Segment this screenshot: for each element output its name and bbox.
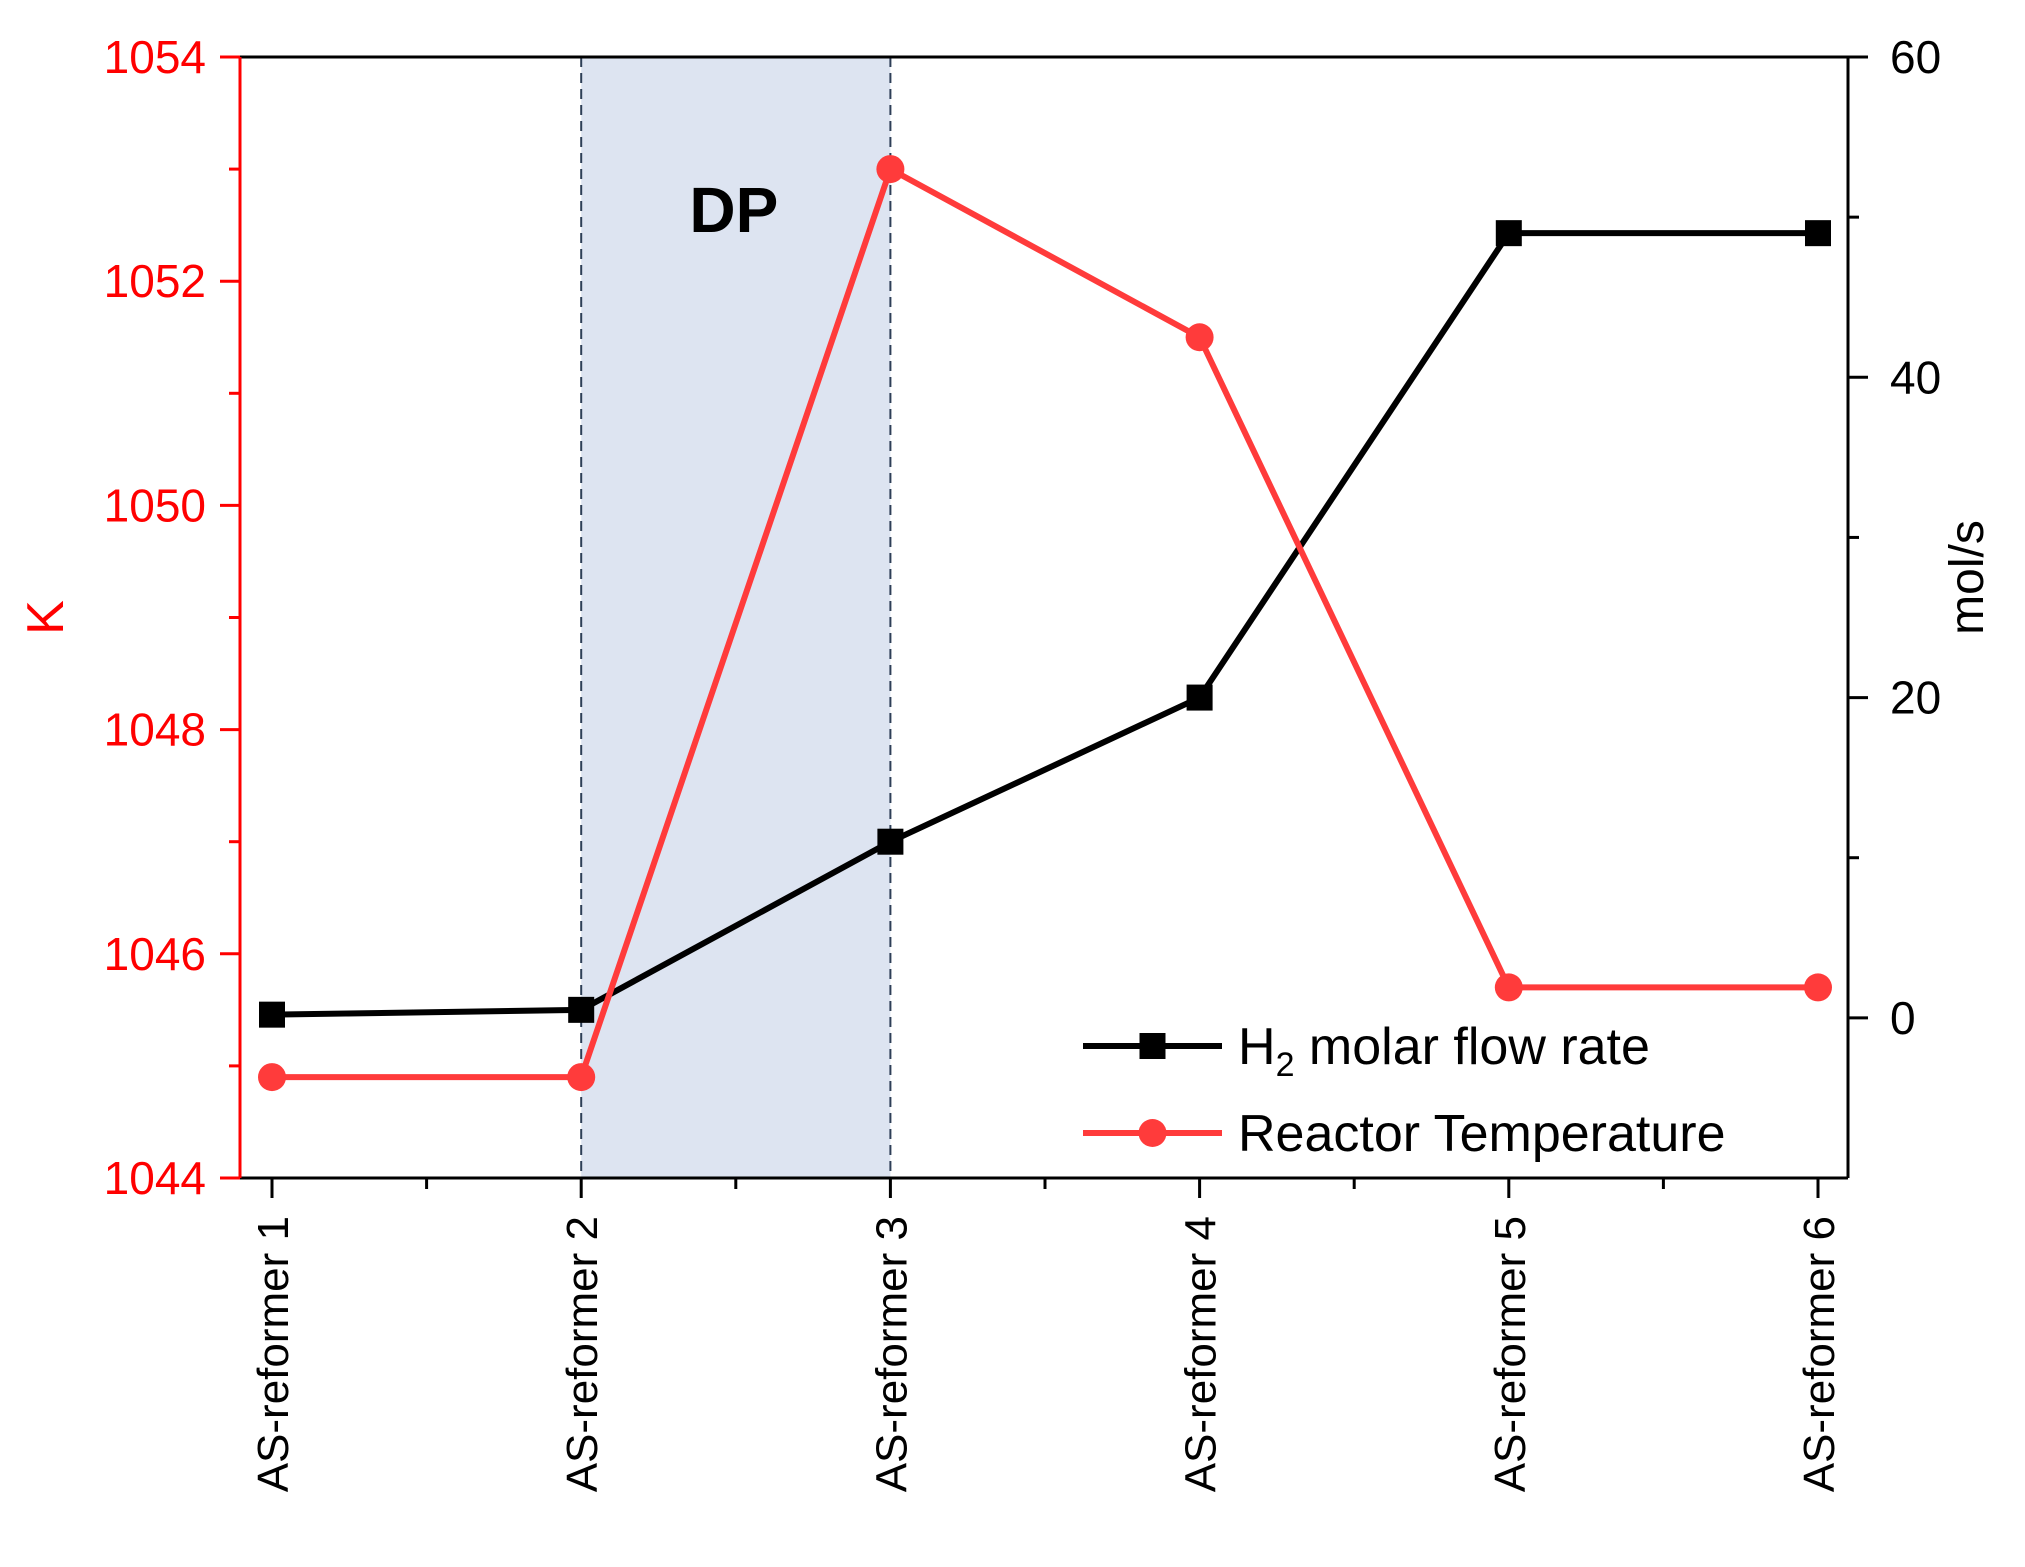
h2-molar-flow-rate-line: [271, 230, 1818, 1018]
legend-label: Reactor Temperature: [1238, 1105, 1726, 1163]
x-axis-tick-label: AS-reformer 6: [1795, 1216, 1844, 1492]
h2-molar-flow-rate-point: [259, 1001, 285, 1028]
legend-label: H2 molar flow rate: [1238, 1018, 1650, 1084]
left-axis-tick-label: 1048: [104, 704, 206, 756]
x-axis-tick-label: AS-reformer 4: [1177, 1216, 1226, 1492]
x-axis-tick-label: AS-reformer 5: [1486, 1216, 1535, 1492]
h2-molar-flow-rate-point: [877, 828, 904, 855]
x-axis-tick-label: AS-reformer 1: [249, 1216, 298, 1492]
legend-marker: [1138, 1119, 1167, 1147]
legend-label-rest: molar flow rate: [1294, 1018, 1649, 1076]
h2-molar-flow-rate-point: [1805, 220, 1831, 247]
legend-label-main: H: [1238, 1018, 1276, 1076]
highlight-label: DP: [689, 174, 778, 246]
reactor-temperature-point: [258, 1063, 286, 1092]
reactor-temperature-point: [1494, 973, 1523, 1002]
legend-marker: [1139, 1033, 1166, 1059]
left-axis-tick-label: 1052: [104, 255, 206, 307]
legend-label-subscript: 2: [1276, 1046, 1295, 1084]
x-axis-tick-label: AS-reformer 2: [558, 1216, 607, 1492]
x-axis-tick-label: AS-reformer 3: [867, 1216, 916, 1492]
h2-molar-flow-rate-point: [1186, 684, 1213, 711]
left-axis-title: K: [17, 600, 75, 635]
reactor-temperature-line: [272, 166, 1818, 1081]
left-axis-tick-label: 1044: [104, 1152, 206, 1204]
right-axis-tick-label: 40: [1890, 351, 1941, 403]
right-axis-tick-label: 60: [1890, 31, 1941, 83]
left-axis-tick-label: 1050: [104, 479, 206, 531]
left-axis-tick-label: 1054: [104, 31, 206, 83]
left-axis-tick-label: 1046: [104, 928, 206, 980]
h2-molar-flow-rate-point: [1495, 220, 1522, 247]
reactor-temperature-point: [1185, 323, 1214, 352]
reactor-temperature-point: [567, 1063, 596, 1092]
right-axis-tick-label: 20: [1890, 672, 1941, 724]
right-axis-tick-label: 0: [1890, 992, 1916, 1044]
h2-molar-flow-rate-point: [568, 996, 595, 1023]
reactor-temperature-point: [876, 155, 905, 184]
right-axis-title: mol/s: [1941, 520, 1994, 635]
reactor-temperature-point: [1804, 973, 1832, 1002]
